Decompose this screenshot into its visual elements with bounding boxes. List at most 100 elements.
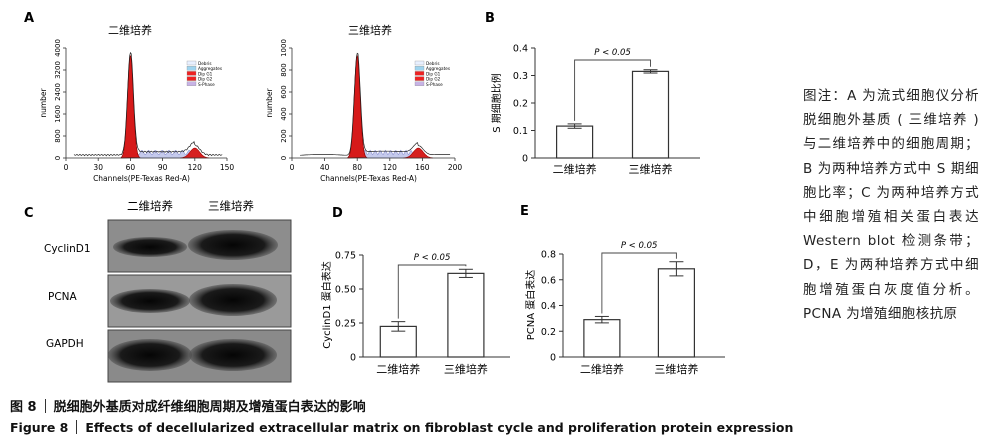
histogram-3d: 0 40 80 120 160 200 0 200 400 600 800 1000 三维培养 Chann… bbox=[265, 23, 462, 183]
histogram-2d: 0 30 60 90 120 150 0 800 1600 2400 3200 4000 二维培养 Cha… bbox=[39, 23, 234, 183]
g2-peak bbox=[179, 147, 210, 159]
blot-lane-label: 二维培养 bbox=[127, 199, 173, 213]
bar bbox=[447, 272, 485, 358]
legend-swatch bbox=[186, 76, 197, 81]
legend-label: Dip G2 bbox=[426, 77, 441, 82]
y-tick-label: 0.25 bbox=[335, 319, 356, 330]
legend-label: Debris bbox=[198, 61, 212, 66]
figure-note: 图注：A 为流式细胞仪分析脱细胞外基质 ( 三维培养 ) 与二维培养中的细胞周期… bbox=[803, 88, 979, 322]
panel-b-letter: B bbox=[485, 11, 495, 26]
p-value-annotation: P < 0.05 bbox=[621, 241, 658, 251]
y-axis-label: PCNA 蛋白表达 bbox=[524, 270, 537, 341]
y-tick-label: 0.2 bbox=[541, 327, 556, 338]
panel-c: C 二维培养 三维培养 CyclinD1 PCNA GAPDH bbox=[0, 195, 300, 385]
y-axis-label: CyclinD1 蛋白表达 bbox=[320, 261, 333, 349]
s-phase-area bbox=[356, 149, 419, 159]
x-tick-label: 90 bbox=[158, 163, 168, 172]
x-tick-label: 60 bbox=[126, 163, 136, 172]
p-value-annotation: P < 0.05 bbox=[594, 48, 631, 58]
blot-band-gapdh-2d bbox=[108, 339, 192, 371]
y-axis-label: S 期细胞比例 bbox=[490, 73, 503, 133]
significance-bracket bbox=[574, 59, 651, 121]
x-tick-label: 二维培养 bbox=[553, 162, 597, 176]
legend-label: Aggregates bbox=[426, 66, 450, 71]
blot-row-label: GAPDH bbox=[46, 338, 84, 350]
x-tick-label: 200 bbox=[448, 163, 463, 172]
legend-swatch bbox=[414, 81, 425, 86]
blot-row-label: PCNA bbox=[48, 291, 78, 303]
y-tick-label: 0.1 bbox=[513, 126, 528, 137]
y-tick-label: 0.3 bbox=[513, 71, 528, 82]
y-axis-label: number bbox=[265, 87, 274, 117]
legend-swatch bbox=[414, 71, 425, 76]
legend-label: S-Phase bbox=[426, 82, 443, 87]
x-tick-label: 160 bbox=[415, 163, 430, 172]
x-axis-label: Channels(PE-Texas Red-A) bbox=[320, 174, 417, 183]
y-tick-label: 0.6 bbox=[541, 275, 556, 286]
legend-label: Dip G2 bbox=[198, 77, 213, 82]
x-tick-label: 三维培养 bbox=[629, 162, 673, 176]
x-tick-label: 30 bbox=[93, 163, 103, 172]
x-tick-label: 120 bbox=[188, 163, 203, 172]
panel-d-letter: D bbox=[332, 206, 343, 221]
g2-peak bbox=[403, 147, 434, 159]
x-tick-label: 150 bbox=[220, 163, 235, 172]
histogram-title: 二维培养 bbox=[108, 23, 152, 37]
p-value-annotation: P < 0.05 bbox=[414, 253, 451, 263]
blot-lane-label: 三维培养 bbox=[208, 199, 254, 213]
blot-band-pcna-2d bbox=[110, 289, 190, 313]
blot-band-cyclind1-2d bbox=[113, 237, 187, 257]
histogram-outline bbox=[73, 51, 223, 157]
g1-peak bbox=[347, 55, 368, 159]
y-tick-label: 0 bbox=[350, 353, 356, 364]
x-tick-label: 二维培养 bbox=[580, 362, 624, 376]
bar bbox=[583, 319, 621, 358]
bar bbox=[631, 70, 670, 159]
y-tick-label: 4000 bbox=[54, 39, 62, 57]
y-tick-label: 0 bbox=[54, 156, 62, 160]
blot-band-cyclind1-3d bbox=[188, 230, 278, 260]
legend-label: Dip G1 bbox=[426, 71, 441, 76]
blot-band-pcna-3d bbox=[189, 284, 277, 316]
y-tick-label: 1000 bbox=[280, 39, 288, 57]
caption-zh: 图 8 脱细胞外基质对成纤维细胞周期及增殖蛋白表达的影响 bbox=[10, 396, 366, 415]
legend-label: S-Phase bbox=[198, 82, 215, 87]
x-tick-label: 三维培养 bbox=[444, 362, 488, 376]
x-tick-label: 0 bbox=[64, 163, 69, 172]
x-axis-label: Channels(PE-Texas Red-A) bbox=[93, 174, 190, 183]
y-tick-label: 200 bbox=[280, 129, 288, 142]
y-tick-label: 800 bbox=[54, 129, 62, 142]
histogram-title: 三维培养 bbox=[348, 23, 392, 37]
y-axis-label: number bbox=[39, 87, 48, 117]
caption-en-text: Effects of decellularized extracellular … bbox=[85, 420, 794, 435]
y-tick-label: 0.8 bbox=[541, 250, 556, 261]
x-tick-label: 40 bbox=[320, 163, 330, 172]
y-tick-label: 0.50 bbox=[335, 285, 356, 296]
legend-swatch bbox=[186, 66, 197, 71]
y-tick-label: 2400 bbox=[54, 83, 62, 101]
y-tick-label: 3200 bbox=[54, 61, 62, 79]
significance-bracket bbox=[397, 264, 467, 319]
legend-swatch bbox=[414, 60, 425, 66]
blot-band-gapdh-3d bbox=[189, 339, 277, 371]
legend-swatch bbox=[186, 71, 197, 76]
bar bbox=[555, 125, 594, 159]
y-tick-label: 0.4 bbox=[541, 301, 556, 312]
y-tick-label: 800 bbox=[280, 63, 288, 76]
x-tick-label: 0 bbox=[290, 163, 295, 172]
bar bbox=[657, 268, 696, 358]
caption-zh-text: 脱细胞外基质对成纤维细胞周期及增殖蛋白表达的影响 bbox=[53, 400, 366, 415]
y-tick-label: 400 bbox=[280, 107, 288, 120]
legend-swatch bbox=[186, 81, 197, 86]
y-tick-label: 0 bbox=[522, 154, 528, 165]
legend-label: Debris bbox=[426, 61, 440, 66]
x-tick-label: 二维培养 bbox=[376, 362, 420, 376]
y-tick-label: 600 bbox=[280, 85, 288, 98]
x-tick-label: 三维培养 bbox=[654, 362, 698, 376]
legend-label: Dip G1 bbox=[198, 71, 213, 76]
caption-zh-label: 图 8 bbox=[10, 400, 37, 415]
